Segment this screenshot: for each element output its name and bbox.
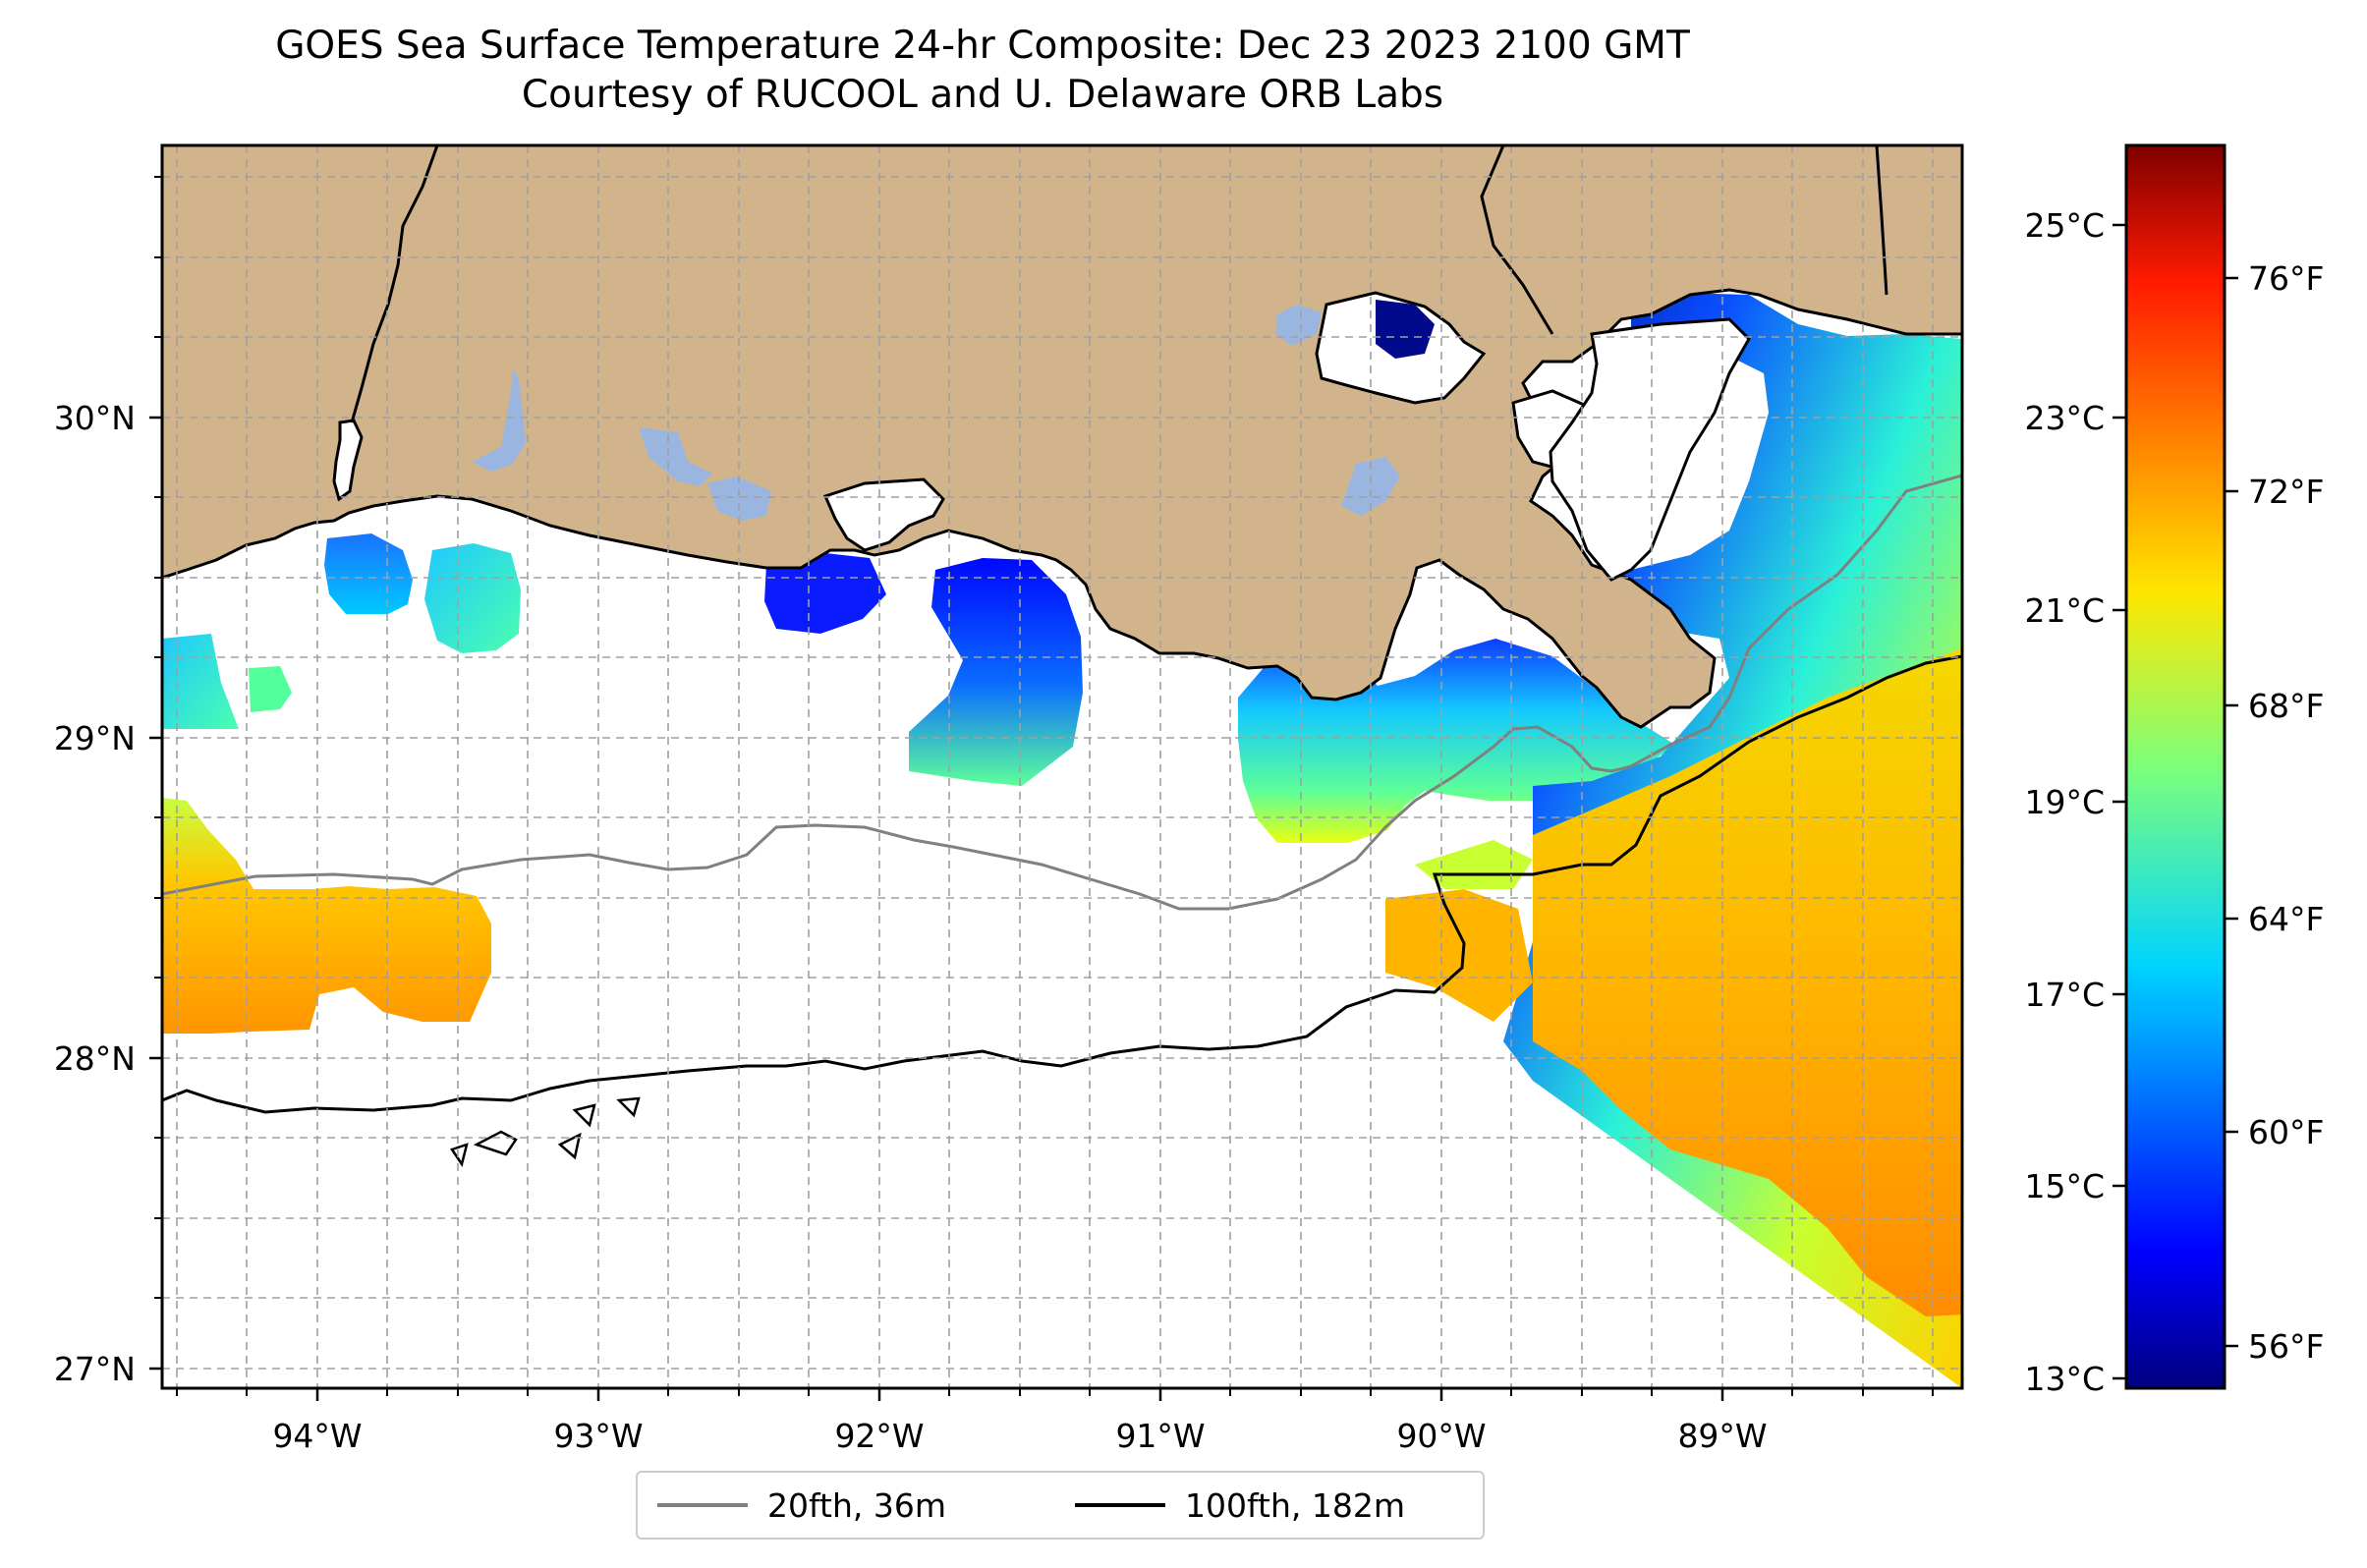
state-boundary-texas-louisiana [350,145,439,423]
colorbar-celsius-label: 23°C [2024,399,2105,437]
x-tick-label: 93°W [553,1417,643,1455]
sst-patch-orange-south-pass [1385,889,1533,1022]
state-boundary-mississippi-alabama [1875,145,1888,296]
colorbar-fahrenheit-label: 68°F [2248,687,2324,725]
colorbar-celsius-ticks [2113,223,2126,1380]
sst-patch-lake-borgne-fill [1376,300,1435,359]
isobath-layer [162,474,1962,1168]
colorbar-celsius-label: 17°C [2024,976,2105,1014]
colorbar-celsius-label: 21°C [2024,591,2105,630]
colorbar: 25°C 23°C 21°C 19°C 17°C 15°C 13°C 76°F … [2024,143,2324,1398]
colorbar-celsius-label: 25°C [2024,206,2105,245]
lake-small-a [707,476,771,521]
colorbar-fahrenheit-label: 64°F [2248,900,2324,938]
breton-sound-white [1549,317,1751,582]
legend-entry-100fth: 100fth, 182m [1075,1473,1405,1538]
lake-white-arrow [472,368,526,472]
lake-grand [639,427,712,486]
x-tick-label: 92°W [834,1417,924,1455]
sst-patch-cyan-small [249,666,292,712]
x-tick-labels: 94°W 93°W 92°W 91°W 90°W 89°W [272,1417,1767,1455]
state-boundary-mississippi [1480,145,1554,335]
land-layer [162,145,1962,729]
colorbar-celsius-label: 15°C [2024,1167,2105,1205]
lake-salvador [1341,457,1400,516]
sst-patch-west-gulf-orange [162,798,491,1034]
colorbar-fahrenheit-label: 76°F [2248,259,2324,298]
isobath-20fth-line [162,474,1962,911]
y-tick-labels: 30°N 29°N 28°N 27°N [54,399,136,1388]
sst-patch-cyan-a [424,543,521,653]
title-line-1: GOES Sea Surface Temperature 24-hr Compo… [275,24,1690,68]
x-tick-label: 94°W [272,1417,362,1455]
lake-calcasieu [332,419,364,502]
x-tick-label: 90°W [1396,1417,1486,1455]
y-minor-ticks [154,176,162,1299]
sst-patch-coast-yellow-south-pass [1415,840,1533,889]
y-tick-label: 28°N [54,1039,136,1078]
y-tick-label: 29°N [54,719,136,757]
isobath-islands [450,1096,641,1168]
sst-patch-vermilion [909,558,1083,786]
colorbar-fahrenheit-label: 72°F [2248,473,2324,511]
legend-swatch-20fth [657,1503,748,1507]
colorbar-gradient [2124,143,2226,1390]
colorbar-fahrenheit-label: 60°F [2248,1113,2324,1151]
sst-patch-marsh-blue [764,553,886,634]
sst-patch-west-blue [324,533,413,614]
colorbar-celsius-label: 13°C [2024,1360,2105,1398]
plot-frame [160,143,1964,1390]
legend-label-100fth: 100fth, 182m [1185,1485,1405,1525]
colorbar-fahrenheit-label: 56°F [2248,1327,2324,1366]
colorbar-celsius-label: 19°C [2024,783,2105,821]
y-tick-label: 27°N [54,1350,136,1388]
y-major-ticks [149,416,162,1371]
sst-patch-southeast-orange [1533,648,1962,1316]
x-tick-label: 89°W [1677,1417,1767,1455]
legend-label-20fth: 20fth, 36m [767,1485,946,1525]
x-tick-label: 91°W [1115,1417,1205,1455]
lake-maurepas [1275,305,1322,346]
x-major-ticks [315,1388,1724,1401]
legend-swatch-100fth [1075,1503,1165,1507]
isobath-legend: 20fth, 36m 100fth, 182m [636,1471,1485,1540]
x-minor-ticks [176,1388,1934,1396]
gridlines [162,145,1962,1388]
isobath-100fth-line [162,654,1962,1114]
colorbar-fahrenheit-ticks [2225,276,2238,1348]
y-tick-label: 30°N [54,399,136,437]
chart-title: GOES Sea Surface Temperature 24-hr Compo… [98,22,1867,120]
legend-entry-20fth: 20fth, 36m [657,1473,946,1538]
title-line-2: Courtesy of RUCOOL and U. Delaware ORB L… [521,73,1444,117]
